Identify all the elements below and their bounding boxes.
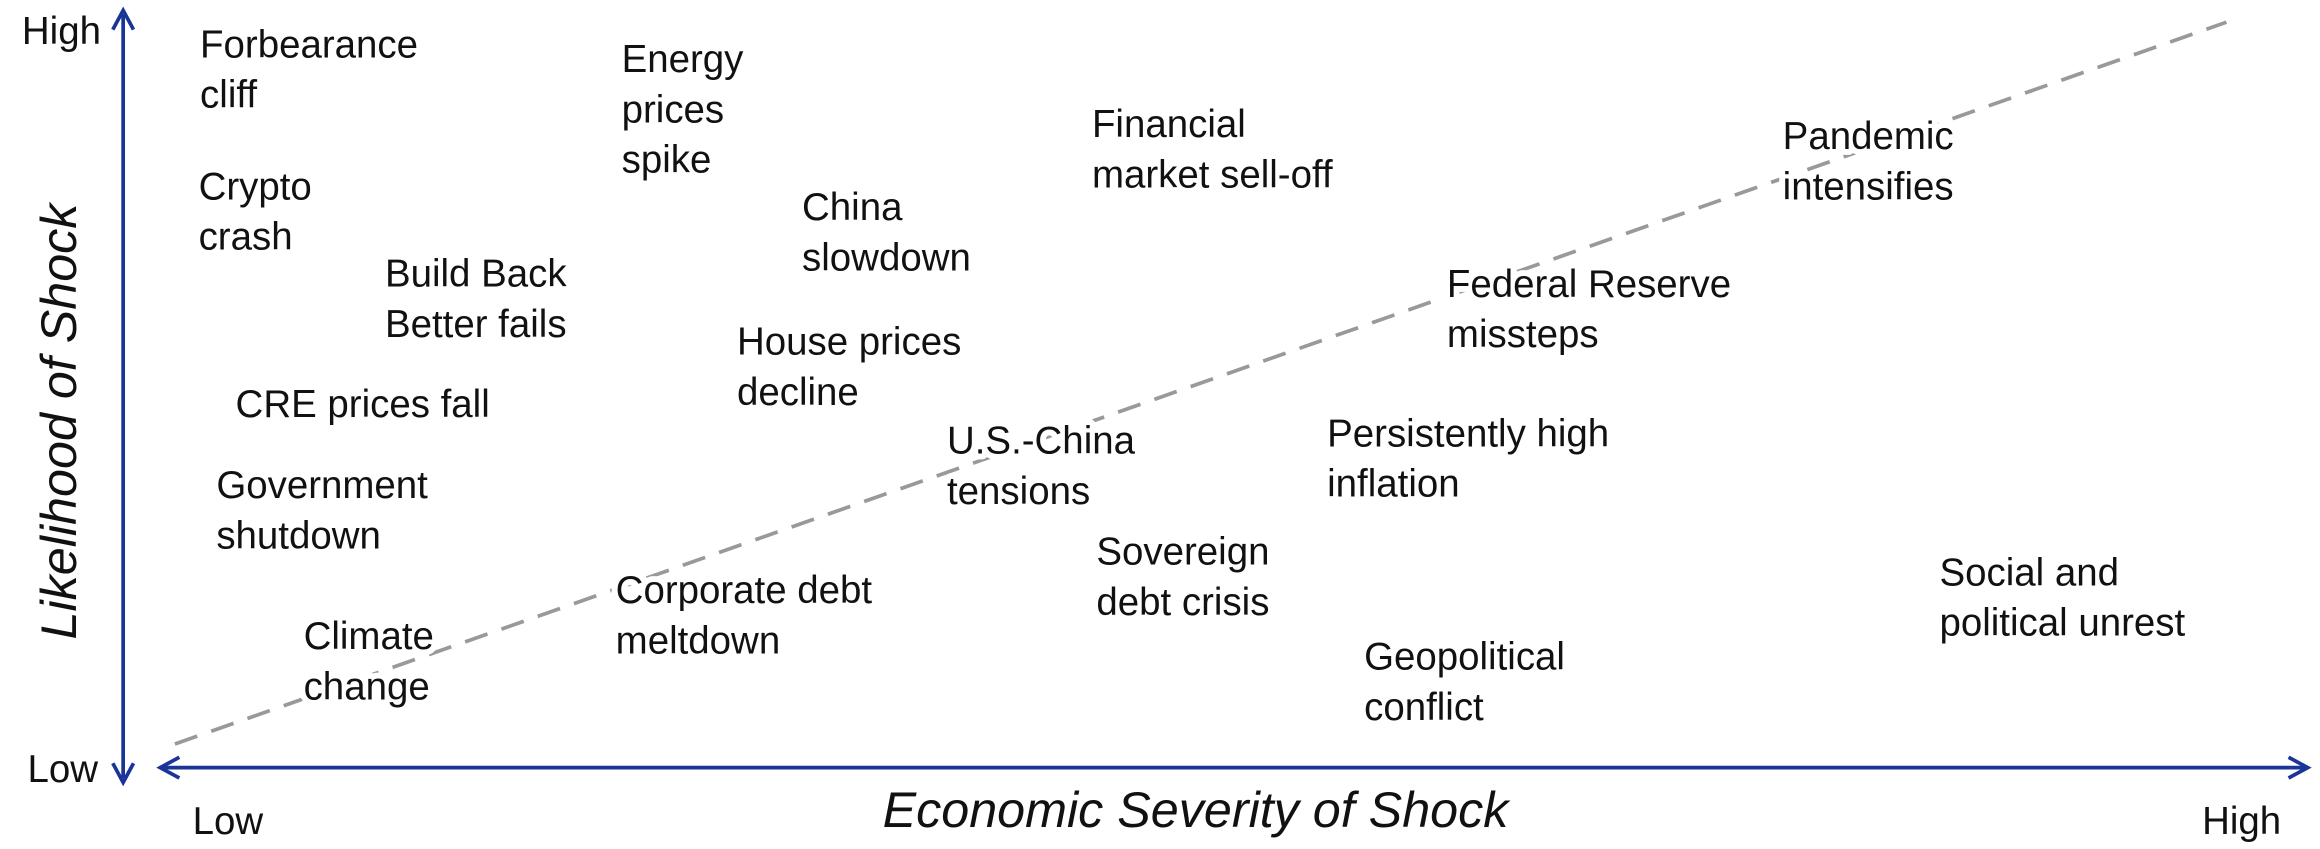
label-line: slowdown (802, 236, 971, 279)
risk-label: Persistently high inflation (1327, 412, 1609, 505)
label-line: inflation (1327, 463, 1460, 506)
risk-label: Forbearance cliff (200, 23, 418, 116)
label-line: missteps (1447, 313, 1599, 356)
label-line: crash (199, 216, 293, 259)
label-line: Build Back (385, 253, 567, 296)
label-line: debt crisis (1096, 581, 1269, 624)
y-low: Low (27, 748, 98, 791)
label-line: market sell-off (1092, 154, 1333, 197)
label-line: intensifies (1783, 165, 1954, 208)
risk-label: House prices decline (737, 321, 961, 414)
risk-label: U.S.-China tensions (947, 420, 1136, 513)
label-line: Government (216, 464, 428, 507)
risk-label: Energy prices spike (622, 38, 745, 182)
label-line: Federal Reserve (1447, 263, 1731, 306)
label-line: spike (622, 139, 712, 182)
x-title: Economic Severity of Shock (883, 781, 1512, 838)
label-line: Social and (1939, 552, 2119, 595)
label-line: Sovereign (1096, 531, 1269, 574)
risk-label: Social and political unrest (1939, 552, 2185, 645)
risk-label: Corporate debt meltdown (616, 569, 873, 662)
label-line: Geopolitical (1364, 636, 1565, 679)
label-line: CRE prices fall (236, 383, 490, 426)
label-line: political unrest (1939, 602, 2185, 645)
label-line: Climate (304, 615, 434, 658)
label-line: shutdown (216, 515, 381, 558)
risk-label: Geopolitical conflict (1364, 636, 1565, 729)
label-line: Pandemic (1783, 115, 1954, 158)
label-line: cliff (200, 74, 257, 117)
label-line: Energy (622, 38, 745, 81)
risk-label: Sovereign debt crisis (1096, 531, 1269, 624)
risk-label: Crypto crash (199, 165, 312, 258)
label-line: meltdown (616, 620, 781, 663)
risk-label: China slowdown (802, 186, 971, 279)
y-title: Likelihood of Shock (30, 201, 87, 640)
risk-label: CRE prices fall (236, 383, 490, 426)
x-low: Low (193, 800, 264, 843)
label-line: Forbearance (200, 23, 418, 66)
label-line: Persistently high (1327, 412, 1609, 455)
label-line: Corporate debt (616, 569, 873, 612)
risk-label: Build Back Better fails (385, 253, 567, 346)
label-line: China (802, 186, 903, 229)
diagonal-line (174, 20, 2228, 746)
label-line: change (304, 665, 430, 708)
label-line: U.S.-China (947, 420, 1136, 463)
label-line: Financial (1092, 103, 1246, 146)
risk-label: Pandemic intensifies (1783, 115, 1954, 208)
y-high: High (22, 10, 101, 53)
label-line: tensions (947, 470, 1090, 513)
label-line: Better fails (385, 303, 567, 346)
labels: Forbearance cliff Energy prices spike Financi… (193, 18, 2192, 735)
risk-label: Climate change (304, 615, 434, 708)
axes (111, 6, 2312, 787)
label-line: House prices (737, 321, 961, 364)
x-high: High (2202, 800, 2281, 843)
label-line: prices (622, 89, 725, 132)
risk-label: Government shutdown (216, 464, 428, 557)
label-line: conflict (1364, 686, 1484, 729)
label-line: Crypto (199, 165, 312, 208)
risk-label: Federal Reserve missteps (1447, 263, 1731, 356)
risk-label: Financial market sell-off (1092, 103, 1333, 196)
label-line: decline (737, 371, 859, 414)
